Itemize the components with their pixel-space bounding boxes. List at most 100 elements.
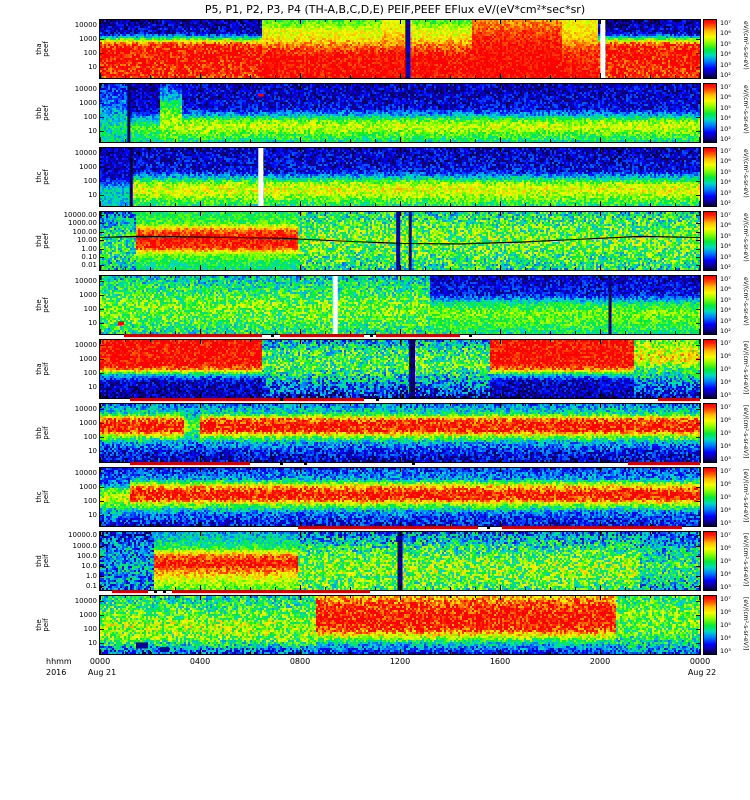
colorbar-unit-label-tha-peef: eV/(cm²-s-sr-eV) <box>742 21 749 70</box>
x-tick-label: 0400 <box>189 657 211 666</box>
ytick-thd-peef: 10.00 <box>76 236 97 245</box>
ytick-the-peif: 10 <box>88 638 97 647</box>
x-axis-year-label: 2016 <box>46 668 67 677</box>
ytick-the-peef: 100 <box>83 305 97 314</box>
ytick-thc-peif: 100 <box>83 497 97 506</box>
ytick-the-peef: 1000 <box>79 291 97 300</box>
x-tick-label: 1600 <box>489 657 511 666</box>
colorbar-unit-label-thd-peef: eV/(cm²-s-sr-eV) <box>742 213 749 262</box>
quality-tick-thb-peif <box>376 398 379 401</box>
ytick-the-peef: 10000 <box>74 277 97 286</box>
ylabel-text: peif <box>42 618 50 632</box>
x-date-right: Aug 22 <box>687 668 717 677</box>
colorbar-tick-thd-peif: 10⁶ <box>720 543 731 552</box>
colorbar-tick-tha-peef: 10³ <box>720 60 731 69</box>
colorbar-tick-thb-peif: 10⁷ <box>720 402 731 411</box>
ytick-thb-peef: 10000 <box>74 85 97 94</box>
colorbar-tick-the-peef: 10⁷ <box>720 274 731 283</box>
colorbar-tick-thc-peef: 10⁶ <box>720 157 731 166</box>
colorbar-tick-thd-peif: 10⁷ <box>720 530 731 539</box>
colorbar-tick-thb-peif: 10³ <box>720 455 731 464</box>
colorbar-tick-tha-peef: 10⁶ <box>720 29 731 38</box>
colorbar-tick-thb-peif: 10⁶ <box>720 415 731 424</box>
spectrogram-canvas-thb-peef <box>99 83 701 143</box>
ytick-thc-peef: 1000 <box>79 163 97 172</box>
quality-bar-thd-peif <box>502 526 682 529</box>
colorbar-tick-tha-peif: 10⁵ <box>720 365 731 373</box>
ytick-thc-peef: 10 <box>88 190 97 199</box>
colorbar-tick-thc-peif: 10³ <box>720 519 731 528</box>
ytick-tha-peef: 10000 <box>74 21 97 30</box>
colorbar-unit-label-thc-peef: eV/(cm²-s-sr-eV) <box>742 149 749 198</box>
colorbar-tick-thd-peef: 10⁶ <box>720 221 731 230</box>
ytick-thd-peef: 100.00 <box>72 227 98 236</box>
ytick-the-peif: 1000 <box>79 611 97 620</box>
ylabel-thb-peef: thb peef <box>35 84 50 142</box>
colorbar-tick-thc-peif: 10⁵ <box>720 493 731 501</box>
colorbar-tick-thd-peif: 10⁴ <box>720 570 731 579</box>
quality-bar-the-peif <box>172 590 370 593</box>
ytick-tha-peef: 1000 <box>79 35 97 44</box>
colorbar-tick-tha-peif: 10⁷ <box>720 338 731 347</box>
ylabel-text: peif <box>42 554 50 568</box>
quality-tick-thd-peif <box>487 526 490 529</box>
spectrogram-canvas-thd-peif <box>99 531 701 591</box>
colorbar-tick-thd-peif: 10⁵ <box>720 557 731 565</box>
spectrogram-canvas-the-peef <box>99 275 701 335</box>
colorbar-tick-the-peef: 10³ <box>720 316 731 325</box>
spectrogram-canvas-the-peif <box>99 595 701 655</box>
colorbar-tick-thb-peif: 10⁵ <box>720 429 731 437</box>
ytick-the-peif: 10000 <box>74 597 97 606</box>
colorbar-thd-peif <box>703 531 717 591</box>
colorbar-the-peef <box>703 275 717 335</box>
colorbar-thb-peef <box>703 83 717 143</box>
ytick-thb-peif: 100 <box>83 433 97 442</box>
colorbar-tick-thd-peef: 10⁵ <box>720 231 731 240</box>
ytick-thd-peif: 1000.0 <box>72 541 98 550</box>
ytick-tha-peif: 100 <box>83 369 97 378</box>
ytick-thb-peef: 10 <box>88 126 97 135</box>
colorbar-tick-tha-peef: 10² <box>720 71 731 80</box>
ylabel-thd-peif: thd peif <box>35 532 50 590</box>
ylabel-the-peif: the peif <box>35 596 50 654</box>
colorbar-unit-label-tha-peif: [eV/(cm²-s-sr-eV)] <box>742 341 749 395</box>
ylabel-text: peif <box>42 362 50 376</box>
ytick-thb-peef: 100 <box>83 113 97 122</box>
colorbar-unit-label-thc-peif: [eV/(cm²-s-sr-eV)] <box>742 469 749 523</box>
colorbar-tick-thb-peef: 10⁷ <box>720 82 731 91</box>
quality-tick-thc-peif <box>280 462 283 465</box>
colorbar-tick-thb-peif: 10⁴ <box>720 442 731 451</box>
ytick-tha-peef: 10 <box>88 62 97 71</box>
colorbar-thd-peef <box>703 211 717 271</box>
colorbar-tick-the-peif: 10⁷ <box>720 594 731 603</box>
ytick-thc-peif: 1000 <box>79 483 97 492</box>
colorbar-tick-the-peef: 10⁵ <box>720 295 731 304</box>
colorbar-tick-the-peif: 10⁶ <box>720 607 731 616</box>
ytick-thd-peif: 10.0 <box>81 561 97 570</box>
ylabel-text: peef <box>42 297 50 313</box>
colorbar-tick-tha-peef: 10⁷ <box>720 18 731 27</box>
ytick-thd-peif: 100.0 <box>76 551 97 560</box>
ylabel-text: peif <box>42 426 50 440</box>
colorbar-tick-thc-peif: 10⁶ <box>720 479 731 488</box>
colorbar-tick-thd-peef: 10⁴ <box>720 242 731 251</box>
colorbar-tick-thc-peef: 10⁴ <box>720 178 731 187</box>
quality-bar-thd-peif <box>298 526 478 529</box>
ytick-tha-peef: 100 <box>83 49 97 58</box>
ytick-thd-peef: 10000.00 <box>63 210 97 219</box>
colorbar-tick-the-peif: 10⁵ <box>720 621 731 629</box>
ylabel-thb-peif: thb peif <box>35 404 50 462</box>
x-tick-label: 2000 <box>589 657 611 666</box>
colorbar-tick-thd-peef: 10² <box>720 263 731 272</box>
ytick-thc-peif: 10 <box>88 510 97 519</box>
colorbar-tick-thc-peef: 10⁷ <box>720 146 731 155</box>
quality-bar-thb-peif <box>130 398 364 401</box>
ytick-thc-peef: 10000 <box>74 149 97 158</box>
ytick-thd-peef: 1.00 <box>81 244 97 253</box>
figure-title: P5, P1, P2, P3, P4 (TH-A,B,C,D,E) PEIF,P… <box>204 3 586 16</box>
colorbar-tick-thb-peef: 10⁶ <box>720 93 731 102</box>
quality-bar-thc-peif <box>130 462 250 465</box>
ylabel-thc-peef: thc peef <box>35 148 50 206</box>
quality-tick-tha-peif <box>271 334 274 337</box>
colorbar-tha-peef <box>703 19 717 79</box>
